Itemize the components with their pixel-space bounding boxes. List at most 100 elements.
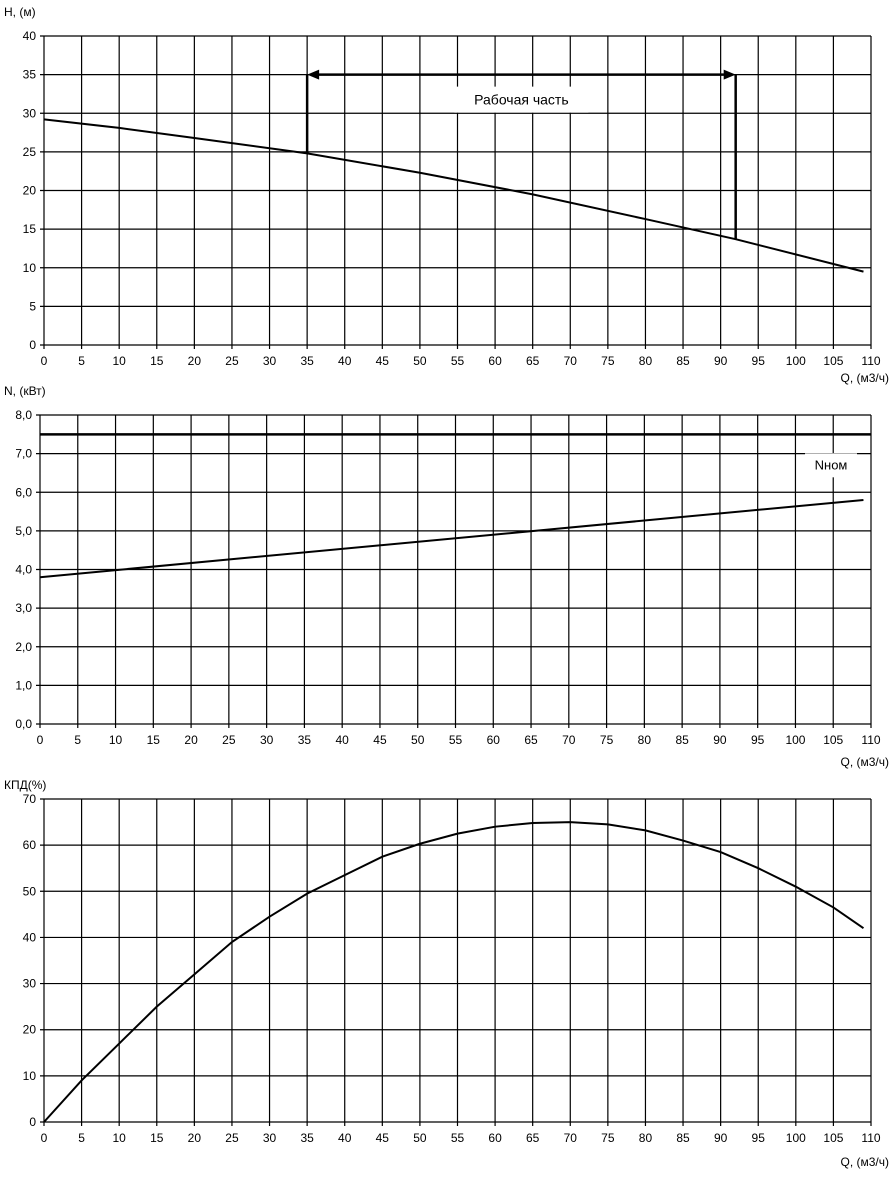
x-tick-label: 10	[113, 354, 127, 368]
x-tick-label: 35	[298, 733, 312, 747]
y-tick-label: 3,0	[15, 601, 32, 615]
x-tick-label: 45	[376, 1131, 390, 1145]
x-tick-label: 80	[639, 354, 653, 368]
x-tick-label: 25	[225, 1131, 239, 1145]
chart-head: 0 5 10 15 20 25 30 35 40 45 50 55 60 65 70 75 80 85 90 95 10…	[4, 5, 889, 385]
x-tick-label: 55	[449, 733, 463, 747]
label-background	[805, 453, 857, 478]
y-axis-label: N, (кВт)	[4, 384, 46, 398]
x-tick-label: 60	[488, 354, 502, 368]
x-axis-label: Q, (м3/ч)	[840, 755, 889, 769]
x-tick-label: 50	[413, 1131, 427, 1145]
x-tick-label: 15	[150, 1131, 164, 1145]
x-tick-label: 5	[74, 733, 81, 747]
x-tick-label: 40	[338, 1131, 352, 1145]
y-tick-label: 15	[23, 222, 37, 236]
x-tick-label: 105	[823, 354, 843, 368]
x-tick-label: 5	[78, 354, 85, 368]
x-tick-label: 75	[601, 354, 615, 368]
y-tick-label: 40	[23, 930, 37, 944]
x-tick-label: 50	[413, 354, 427, 368]
y-tick-label: 5	[29, 299, 36, 313]
x-tick-label: 95	[751, 733, 765, 747]
x-tick-label: 95	[752, 1131, 766, 1145]
x-tick-label: 45	[376, 354, 390, 368]
y-tick-label: 1,0	[15, 678, 32, 692]
x-tick-label: 10	[109, 733, 123, 747]
series-line-КПД	[43, 821, 865, 1123]
x-tick-label: 40	[336, 733, 350, 747]
x-tick-label: 70	[564, 354, 578, 368]
x-tick-label: 90	[713, 733, 727, 747]
x-tick-label: 35	[300, 1131, 314, 1145]
x-tick-label: 65	[524, 733, 538, 747]
y-tick-label: 50	[23, 884, 37, 898]
x-tick-label: 110	[861, 733, 880, 747]
y-tick-label: 6,0	[15, 485, 32, 499]
y-tick-label: 10	[23, 1069, 37, 1083]
x-tick-label: 35	[300, 354, 314, 368]
y-tick-label: 60	[23, 838, 37, 852]
y-tick-label: 30	[23, 977, 37, 991]
working-range-label: Рабочая часть	[474, 92, 569, 108]
x-tick-label: 20	[188, 354, 202, 368]
chart-efficiency: 0 5 10 15 20 25 30 35 40 45 50 55 60 65 70 75 80 85 90 95 10…	[4, 778, 889, 1169]
x-tick-label: 5	[78, 1131, 85, 1145]
x-tick-label: 25	[225, 354, 239, 368]
y-tick-label: 7,0	[15, 447, 32, 461]
x-tick-label: 70	[562, 733, 576, 747]
x-tick-label: 85	[676, 1131, 690, 1145]
x-tick-label: 45	[373, 733, 387, 747]
arrowhead-left-icon	[307, 69, 320, 80]
chart-power: 0 5 10 15 20 25 30 35 40 45 50 55 60 65 70 75 80 85 90 95 10…	[4, 384, 889, 769]
x-tick-label: 55	[451, 354, 465, 368]
x-tick-label: 90	[714, 1131, 728, 1145]
y-tick-label: 20	[23, 184, 37, 198]
y-tick-label: 10	[23, 261, 37, 275]
x-tick-label: 60	[487, 733, 501, 747]
y-tick-label: 40	[23, 29, 37, 43]
y-tick-label: 4,0	[15, 563, 32, 577]
x-tick-label: 110	[861, 354, 880, 368]
x-tick-label: 20	[184, 733, 198, 747]
x-axis-label: Q, (м3/ч)	[840, 371, 889, 385]
nominal-power-label: Nном	[815, 457, 848, 472]
x-tick-label: 75	[600, 733, 614, 747]
x-tick-label: 75	[601, 1131, 615, 1145]
x-tick-label: 55	[451, 1131, 465, 1145]
y-tick-label: 30	[23, 106, 37, 120]
x-tick-label: 105	[823, 733, 843, 747]
y-tick-label: 0,0	[15, 717, 32, 731]
series-line-N	[39, 498, 864, 579]
x-tick-label: 100	[786, 354, 806, 368]
x-tick-label: 100	[786, 1131, 806, 1145]
y-tick-label: 8,0	[15, 408, 32, 422]
x-tick-label: 70	[564, 1131, 578, 1145]
x-tick-label: 0	[41, 354, 48, 368]
x-tick-label: 0	[41, 1131, 48, 1145]
y-tick-label: 35	[23, 68, 37, 82]
x-tick-label: 65	[526, 1131, 540, 1145]
x-tick-label: 100	[785, 733, 805, 747]
x-tick-label: 80	[639, 1131, 653, 1145]
x-tick-label: 15	[150, 354, 164, 368]
x-tick-label: 30	[263, 354, 277, 368]
x-tick-label: 90	[714, 354, 728, 368]
y-tick-label: 25	[23, 145, 37, 159]
x-tick-label: 80	[638, 733, 652, 747]
x-tick-label: 105	[823, 1131, 843, 1145]
x-tick-label: 25	[222, 733, 236, 747]
arrowhead-right-icon	[723, 69, 736, 80]
y-tick-label: 70	[23, 792, 37, 806]
y-axis-label: КПД(%)	[4, 778, 46, 792]
x-axis-label: Q, (м3/ч)	[840, 1155, 889, 1169]
x-tick-label: 85	[675, 733, 689, 747]
y-tick-label: 2,0	[15, 640, 32, 654]
x-tick-label: 95	[752, 354, 766, 368]
x-tick-label: 65	[526, 354, 540, 368]
x-tick-label: 15	[147, 733, 161, 747]
x-tick-label: 20	[188, 1131, 202, 1145]
label-background	[454, 86, 589, 113]
y-tick-label: 20	[23, 1023, 37, 1037]
